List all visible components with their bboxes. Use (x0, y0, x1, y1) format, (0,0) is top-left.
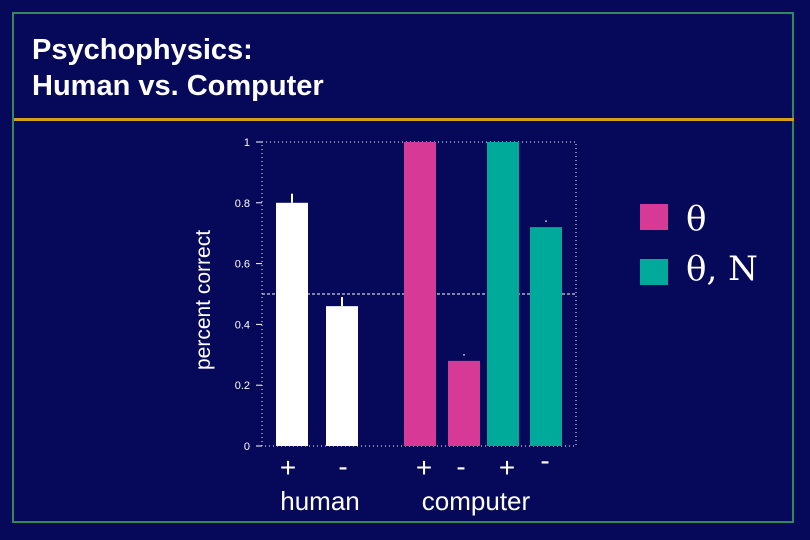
title-line-2: Human vs. Computer (32, 70, 324, 102)
bar-computer-plus-4 (487, 142, 519, 446)
bar-human-plus-0 (276, 202, 308, 446)
slide-title: Psychophysics: Human vs. Computer (32, 32, 324, 104)
y-tick-label: 0 (244, 441, 250, 453)
bar-computer-plus-2 (404, 142, 436, 446)
slide-frame (12, 12, 794, 523)
legend-swatch-theta (640, 204, 668, 230)
bar-computer-minus-5 (530, 227, 562, 446)
y-tick-label: 1 (244, 137, 250, 149)
group-label-human: human (280, 486, 360, 516)
condition-sign: + (499, 452, 515, 483)
y-tick-label: 0.6 (235, 259, 250, 271)
bars (276, 142, 562, 446)
y-axis: 0 0.2 0.4 0.6 0.8 1 (235, 137, 262, 453)
y-axis-label: percent correct (192, 230, 215, 370)
y-tick-label: 0.8 (235, 198, 250, 210)
bar-human-minus-1 (326, 306, 358, 446)
condition-sign: + (416, 452, 432, 483)
legend-label-theta: θ (686, 199, 706, 239)
y-tick-label: 0.2 (235, 380, 250, 392)
condition-signs: + - + - + - (280, 445, 550, 483)
condition-sign: - (540, 445, 549, 476)
title-divider (14, 118, 794, 121)
condition-sign: - (456, 451, 465, 482)
condition-sign: + (280, 452, 296, 483)
condition-sign: - (338, 451, 347, 482)
bar-computer-minus-3 (448, 360, 480, 446)
legend-swatch-theta-n (640, 259, 668, 285)
legend-label-theta-n: θ, N (686, 249, 758, 289)
group-label-computer: computer (422, 486, 531, 516)
legend: θ θ, N (640, 199, 758, 289)
y-tick-label: 0.4 (235, 319, 250, 331)
title-line-1: Psychophysics: (32, 34, 253, 66)
